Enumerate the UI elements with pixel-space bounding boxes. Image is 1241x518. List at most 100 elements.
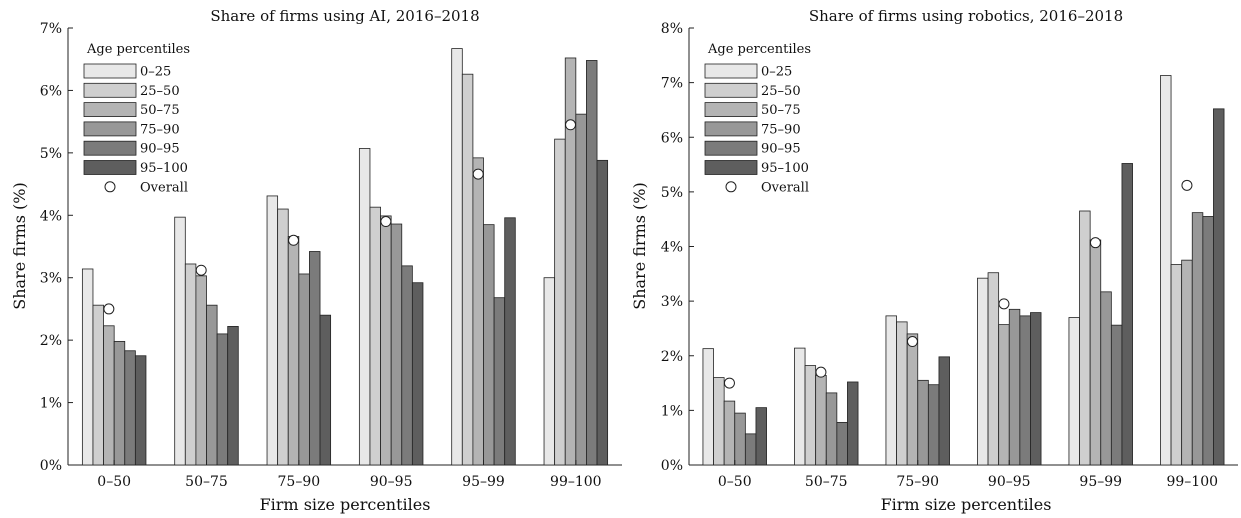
bar-90–95 bbox=[1110, 324, 1123, 466]
legend-swatch bbox=[704, 121, 758, 137]
bar-75–90 bbox=[734, 412, 746, 466]
legend-swatch bbox=[83, 82, 137, 98]
bar-50–75 bbox=[723, 400, 736, 466]
bar-50–75 bbox=[472, 157, 484, 466]
y-tick-label: 0% bbox=[661, 458, 683, 474]
bar-95–100 bbox=[319, 314, 332, 466]
bar-90–95 bbox=[927, 384, 940, 466]
bar-25–50 bbox=[804, 365, 817, 466]
x-axis-label: Firm size percentiles bbox=[881, 495, 1052, 514]
x-tick-label: 0–50 bbox=[718, 474, 752, 490]
y-tick-label: 4% bbox=[40, 208, 62, 224]
x-tick-label: 75–90 bbox=[896, 474, 939, 490]
bar-25–50 bbox=[92, 304, 104, 466]
plot-area: 0% 1% 2% 3% 4% 5% 6% 7% 8% 0–50 50–75 75–90 90–95 95–… bbox=[661, 21, 1238, 490]
bar-75–90 bbox=[298, 273, 310, 466]
legend-label: 95–100 bbox=[761, 161, 809, 176]
legend-swatch bbox=[704, 63, 758, 79]
y-tick-label: 3% bbox=[661, 294, 683, 310]
bar-50–75 bbox=[998, 324, 1010, 466]
x-tick-label: 0–50 bbox=[97, 474, 131, 490]
bar-50–75 bbox=[1181, 259, 1193, 466]
bar-75–90 bbox=[1008, 308, 1021, 466]
bar-25–50 bbox=[1079, 210, 1091, 466]
bar-25–50 bbox=[277, 208, 289, 466]
bar-0–25 bbox=[451, 48, 463, 466]
chart-title: Share of firms using AI, 2016–2018 bbox=[210, 7, 479, 25]
legend-overall-marker bbox=[725, 181, 737, 193]
chart-title: Share of firms using robotics, 2016–2018 bbox=[809, 7, 1123, 25]
plot-area: 0% 1% 2% 3% 4% 5% 6% 7% 0–50 50–75 75–90 90–95 95–99… bbox=[40, 21, 622, 490]
bar-90–95 bbox=[1019, 315, 1031, 466]
bar-25–50 bbox=[554, 138, 566, 466]
legend-title: Age percentiles bbox=[707, 42, 811, 57]
legend-title: Age percentiles bbox=[86, 42, 190, 57]
y-tick-label: 4% bbox=[661, 240, 683, 256]
bar-0–25 bbox=[977, 277, 989, 466]
bar-25–50 bbox=[184, 263, 197, 466]
legend-swatch bbox=[704, 160, 758, 175]
bar-50–75 bbox=[103, 325, 115, 466]
bar-0–25 bbox=[794, 347, 806, 466]
y-tick-label: 6% bbox=[40, 83, 62, 99]
legend-label: 0–25 bbox=[140, 65, 171, 80]
bar-0–25 bbox=[1068, 317, 1080, 466]
bar-95–100 bbox=[411, 282, 424, 466]
bar-50–75 bbox=[564, 57, 577, 466]
bar-25–50 bbox=[896, 321, 908, 466]
bar-25–50 bbox=[713, 377, 725, 466]
overall-marker bbox=[723, 377, 735, 389]
legend-label: 50–75 bbox=[761, 103, 801, 118]
bar-90–95 bbox=[836, 421, 848, 466]
bar-0–25 bbox=[543, 277, 556, 466]
x-tick-label: 99–100 bbox=[1166, 474, 1218, 490]
overall-marker bbox=[906, 336, 918, 348]
y-tick-label: 2% bbox=[40, 333, 62, 349]
legend-swatch bbox=[704, 102, 758, 117]
legend-swatch bbox=[83, 160, 137, 175]
overall-marker bbox=[103, 303, 115, 315]
bar-50–75 bbox=[287, 236, 300, 466]
bar-75–90 bbox=[575, 113, 587, 466]
bar-95–100 bbox=[1213, 108, 1225, 466]
bar-95–100 bbox=[938, 356, 950, 466]
legend-label: 95–100 bbox=[140, 161, 188, 176]
bar-90–95 bbox=[124, 350, 136, 466]
bar-75–90 bbox=[825, 392, 838, 466]
legend-overall-label: Overall bbox=[140, 180, 188, 195]
bar-0–25 bbox=[885, 315, 897, 466]
bar-75–90 bbox=[1100, 291, 1112, 466]
bar-0–25 bbox=[174, 216, 186, 466]
legend-label: 75–90 bbox=[761, 122, 801, 137]
bar-95–100 bbox=[227, 326, 239, 466]
y-tick-label: 7% bbox=[661, 76, 683, 92]
x-tick-label: 95–99 bbox=[1079, 474, 1122, 490]
bar-50–75 bbox=[195, 275, 207, 466]
y-tick-label: 8% bbox=[661, 21, 683, 37]
y-tick-label: 1% bbox=[40, 396, 62, 412]
bar-25–50 bbox=[1170, 264, 1183, 466]
overall-marker bbox=[565, 119, 577, 131]
bar-0–25 bbox=[266, 195, 279, 466]
y-tick-label: 1% bbox=[661, 403, 683, 419]
legend-label: 0–25 bbox=[761, 65, 792, 80]
y-tick-label: 6% bbox=[661, 130, 683, 146]
bar-0–25 bbox=[702, 348, 714, 466]
bar-0–25 bbox=[81, 268, 94, 466]
bar-25–50 bbox=[987, 272, 1000, 466]
x-tick-label: 50–75 bbox=[185, 474, 228, 490]
robotics-chart-panel: Share of firms using robotics, 2016–2018… bbox=[630, 7, 1238, 514]
bar-90–95 bbox=[216, 333, 229, 466]
legend-label: 90–95 bbox=[761, 142, 801, 157]
legend-overall-marker bbox=[104, 181, 116, 193]
legend-swatch bbox=[83, 121, 137, 137]
bar-95–100 bbox=[504, 217, 516, 466]
legend-label: 25–50 bbox=[761, 84, 801, 99]
bar-75–90 bbox=[113, 340, 126, 466]
overall-marker bbox=[1089, 237, 1101, 249]
overall-marker bbox=[472, 168, 484, 180]
overall-marker bbox=[380, 216, 392, 228]
legend-label: 25–50 bbox=[140, 84, 180, 99]
